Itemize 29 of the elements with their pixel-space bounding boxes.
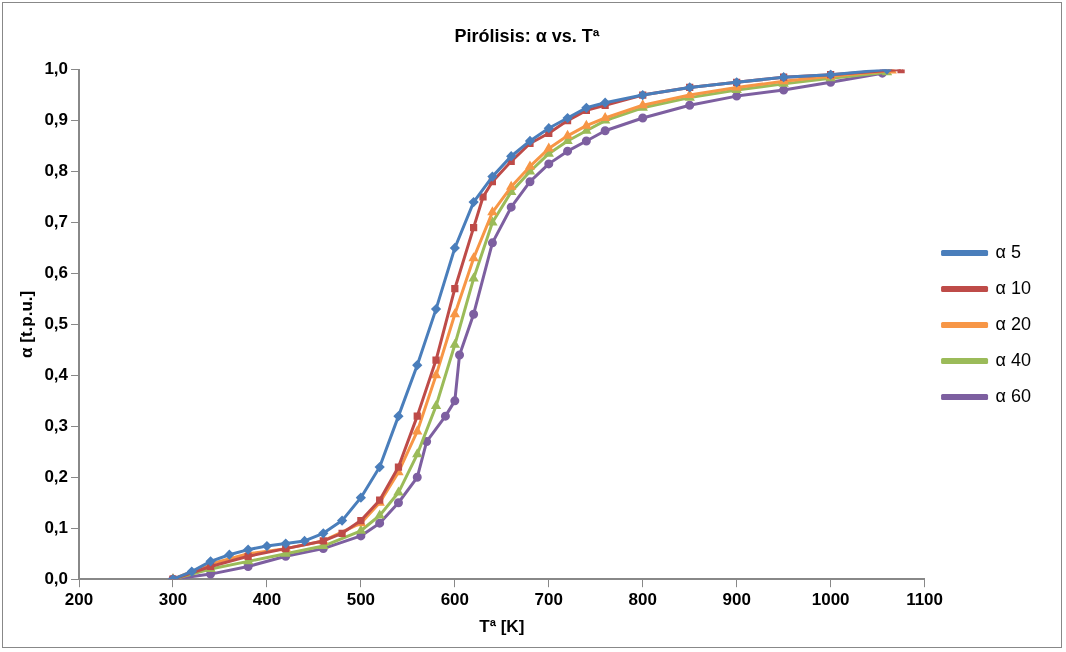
x-tick-label: 300	[158, 590, 188, 610]
y-tick-label: 0,3	[44, 416, 69, 436]
legend-label: α 20	[995, 313, 1032, 334]
legend-label: α 10	[995, 277, 1032, 298]
x-tick-label: 400	[252, 590, 282, 610]
legend-label: α 40	[995, 349, 1032, 370]
y-tick-label: 0,6	[44, 263, 69, 283]
x-axis-title: Tª [K]	[479, 617, 525, 637]
y-tick-label: 0,2	[44, 466, 69, 486]
y-tick-label: 0,8	[44, 161, 69, 181]
x-tick-label: 1100	[906, 590, 944, 610]
x-tick-label: 1000	[811, 590, 850, 610]
x-tick-label: 700	[534, 590, 563, 610]
y-tick-label: 1,0	[44, 59, 69, 79]
y-tick-label: 0,5	[44, 314, 69, 334]
x-tick-label: 900	[722, 590, 751, 610]
y-tick-label: 0,1	[44, 517, 69, 537]
legend-label: α 60	[995, 385, 1032, 406]
x-tick-label: 200	[64, 590, 94, 610]
y-tick-label: 0,4	[44, 365, 69, 385]
x-tick-label: 600	[440, 590, 470, 610]
legend-label: α 5	[995, 241, 1021, 262]
x-tick-label: 800	[628, 590, 657, 610]
chart-title: Pirólisis: α vs. Tª	[454, 25, 600, 46]
y-tick-label: 0,9	[44, 110, 69, 130]
y-tick-label: 0,7	[44, 212, 69, 232]
x-tick-label: 500	[346, 590, 376, 610]
y-tick-label: 0,0	[44, 568, 69, 588]
y-axis-title: α [t.p.u.]	[16, 290, 36, 358]
